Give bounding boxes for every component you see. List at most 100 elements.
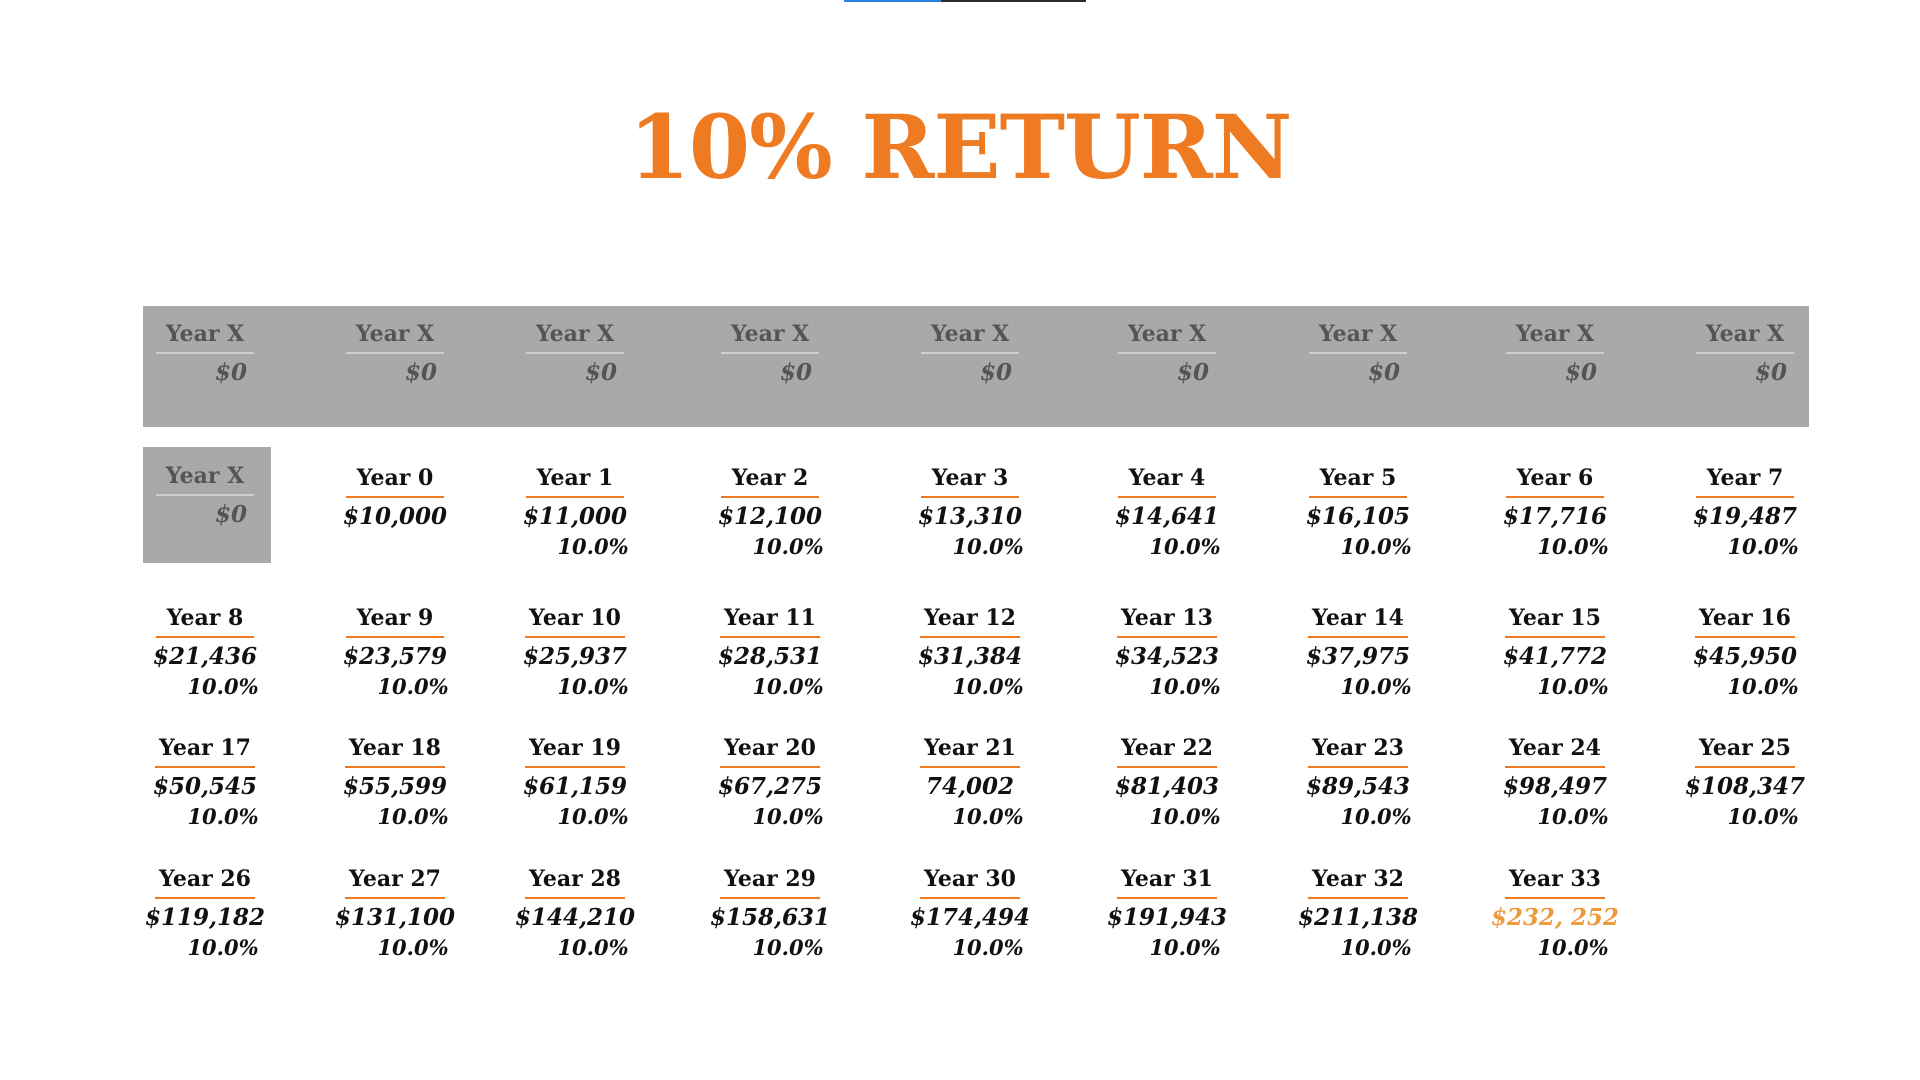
growth-rate: 10.0% bbox=[1340, 534, 1412, 559]
year-value: $108,347 bbox=[1684, 773, 1806, 800]
year-cell: Year 27 $131,100 10.0% bbox=[320, 864, 470, 963]
year-value: $31,384 bbox=[917, 643, 1023, 670]
year-value: $0 bbox=[404, 359, 437, 386]
growth-rate: 10.0% bbox=[557, 674, 629, 699]
year-value: $174,494 bbox=[909, 904, 1031, 931]
year-value: $19,487 bbox=[1692, 503, 1798, 530]
year-label: Year X bbox=[1118, 319, 1216, 354]
year-label: Year X bbox=[721, 319, 819, 354]
year-label: Year X bbox=[156, 319, 254, 354]
year-label: Year X bbox=[156, 461, 254, 496]
year-cell: Year 12 $31,384 10.0% bbox=[895, 603, 1045, 702]
year-cell: Year 3 $13,310 10.0% bbox=[895, 463, 1045, 562]
year-cell: Year 20 $67,275 10.0% bbox=[695, 733, 845, 832]
year-value: $0 bbox=[1564, 359, 1597, 386]
year-cell: Year 18 $55,599 10.0% bbox=[320, 733, 470, 832]
year-label: Year 20 bbox=[720, 733, 820, 768]
year-cell: Year 26 $119,182 10.0% bbox=[130, 864, 280, 963]
year-value: $61,159 bbox=[522, 773, 628, 800]
year-label: Year 27 bbox=[345, 864, 445, 899]
year-value: $211,138 bbox=[1297, 904, 1419, 931]
year-value: $25,937 bbox=[522, 643, 628, 670]
year-value: $17,716 bbox=[1502, 503, 1608, 530]
year-label: Year 10 bbox=[525, 603, 625, 638]
year-cell: Year 32 $211,138 10.0% bbox=[1283, 864, 1433, 963]
year-label: Year X bbox=[1309, 319, 1407, 354]
year-value: $0 bbox=[214, 359, 247, 386]
year-cell: Year 6 $17,716 10.0% bbox=[1480, 463, 1630, 562]
year-label: Year 2 bbox=[721, 463, 819, 498]
year-label: Year 24 bbox=[1505, 733, 1605, 768]
year-value: $14,641 bbox=[1114, 503, 1220, 530]
year-cell: Year 10 $25,937 10.0% bbox=[500, 603, 650, 702]
band-cell: Year X $0 bbox=[130, 319, 280, 388]
year-label: Year X bbox=[346, 319, 444, 354]
growth-rate: 10.0% bbox=[1537, 534, 1609, 559]
year-value: $37,975 bbox=[1305, 643, 1411, 670]
band-cell: Year X $0 bbox=[500, 319, 650, 388]
growth-rate: 10.0% bbox=[952, 804, 1024, 829]
year-label: Year 5 bbox=[1309, 463, 1407, 498]
year-cell: Year 24 $98,497 10.0% bbox=[1480, 733, 1630, 832]
year-x-box bbox=[143, 447, 271, 563]
growth-rate: 10.0% bbox=[1149, 534, 1221, 559]
year-label: Year 8 bbox=[156, 603, 254, 638]
year-cell: Year 7 $19,487 10.0% bbox=[1670, 463, 1820, 562]
growth-rate: 10.0% bbox=[377, 804, 449, 829]
growth-rate: 10.0% bbox=[752, 534, 824, 559]
year-label: Year 18 bbox=[345, 733, 445, 768]
growth-rate: 10.0% bbox=[1340, 935, 1412, 960]
growth-rate: 10.0% bbox=[1149, 674, 1221, 699]
growth-rate: 10.0% bbox=[557, 935, 629, 960]
year-label: Year 3 bbox=[921, 463, 1019, 498]
year-cell: Year 22 $81,403 10.0% bbox=[1092, 733, 1242, 832]
year-label: Year 4 bbox=[1118, 463, 1216, 498]
year-value: $98,497 bbox=[1502, 773, 1608, 800]
year-cell: Year 31 $191,943 10.0% bbox=[1092, 864, 1242, 963]
year-label: Year 33 bbox=[1505, 864, 1605, 899]
year-value: $0 bbox=[584, 359, 617, 386]
video-progress-fill bbox=[844, 0, 941, 2]
year-cell: Year 25 $108,347 10.0% bbox=[1670, 733, 1820, 832]
year-cell: Year 11 $28,531 10.0% bbox=[695, 603, 845, 702]
year-label: Year 28 bbox=[525, 864, 625, 899]
year-value: $21,436 bbox=[152, 643, 258, 670]
band-cell: Year X $0 bbox=[1092, 319, 1242, 388]
year-value: $144,210 bbox=[514, 904, 636, 931]
band-cell: Year X $0 bbox=[695, 319, 845, 388]
year-x-box-cell: Year X $0 bbox=[130, 461, 280, 530]
year-cell: Year 5 $16,105 10.0% bbox=[1283, 463, 1433, 562]
band-cell: Year X $0 bbox=[320, 319, 470, 388]
year-value: $0 bbox=[1367, 359, 1400, 386]
year-label: Year 14 bbox=[1308, 603, 1408, 638]
band-cell: Year X $0 bbox=[1670, 319, 1820, 388]
growth-rate: 10.0% bbox=[187, 935, 259, 960]
growth-rate: 10.0% bbox=[187, 674, 259, 699]
year-cell: Year 9 $23,579 10.0% bbox=[320, 603, 470, 702]
year-label: Year 25 bbox=[1695, 733, 1795, 768]
year-cell: Year 17 $50,545 10.0% bbox=[130, 733, 280, 832]
growth-rate: 10.0% bbox=[1149, 935, 1221, 960]
year-label: Year 7 bbox=[1696, 463, 1794, 498]
year-value: $0 bbox=[779, 359, 812, 386]
year-value: $158,631 bbox=[709, 904, 831, 931]
year-value: $12,100 bbox=[717, 503, 823, 530]
year-value: $34,523 bbox=[1114, 643, 1220, 670]
year-value: $45,950 bbox=[1692, 643, 1798, 670]
band-cell: Year X $0 bbox=[895, 319, 1045, 388]
growth-rate: 10.0% bbox=[377, 935, 449, 960]
year-label: Year 0 bbox=[346, 463, 444, 498]
video-progress-bar[interactable] bbox=[844, 0, 1086, 2]
growth-rate: 10.0% bbox=[1149, 804, 1221, 829]
growth-rate: 10.0% bbox=[752, 935, 824, 960]
growth-rate: 10.0% bbox=[557, 804, 629, 829]
year-label: Year 29 bbox=[720, 864, 820, 899]
year-cell: Year 16 $45,950 10.0% bbox=[1670, 603, 1820, 702]
band-cell: Year X $0 bbox=[1480, 319, 1630, 388]
year-cell: Year 21 74,002 10.0% bbox=[895, 733, 1045, 832]
growth-rate: 10.0% bbox=[187, 804, 259, 829]
growth-rate: 10.0% bbox=[952, 935, 1024, 960]
year-value: $28,531 bbox=[717, 643, 823, 670]
year-value: $119,182 bbox=[144, 904, 266, 931]
year-value: $131,100 bbox=[334, 904, 456, 931]
